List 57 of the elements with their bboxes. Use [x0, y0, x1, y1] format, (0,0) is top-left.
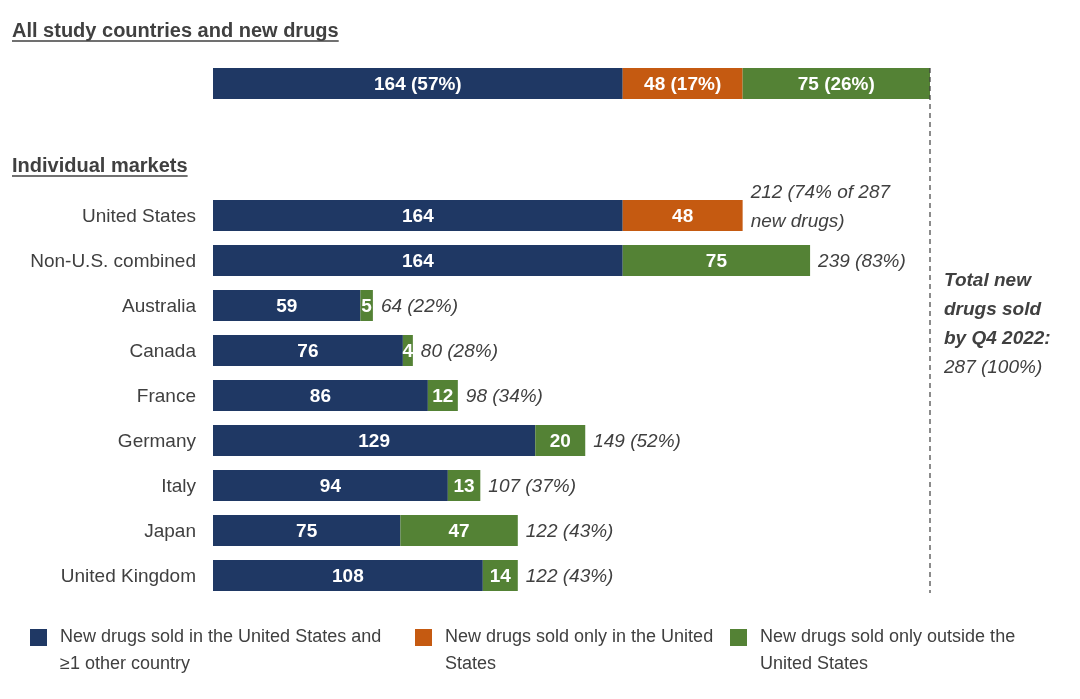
data-label: 20	[549, 430, 571, 452]
y-tick-label: Japan	[144, 520, 196, 542]
y-tick-label: Canada	[129, 340, 197, 362]
chart-title: Individual markets	[12, 154, 188, 176]
data-label: 47	[448, 520, 470, 542]
legend-label: New drugs sold only outside the United States	[760, 626, 1016, 673]
y-tick-label: Germany	[117, 430, 197, 452]
bar	[213, 200, 623, 231]
data-label: 13	[453, 475, 475, 497]
ref-line-label: Total new drugs sold by Q4 2022: 287 (100%)	[943, 269, 1051, 377]
data-label: 4	[402, 340, 414, 362]
data-label: 14	[489, 565, 512, 587]
total-label: 64 (22%)	[380, 295, 458, 317]
total-label: 122 (43%)	[525, 565, 614, 587]
legend-label: New drugs sold only in the United States	[445, 626, 714, 673]
data-label: 94	[319, 475, 342, 497]
bar	[213, 380, 428, 411]
total-label: 98 (34%)	[465, 385, 543, 407]
data-label: 108	[332, 565, 364, 587]
y-tick-label: United States	[81, 205, 196, 227]
total-label: 107 (37%)	[488, 475, 576, 497]
data-label: 48 (17%)	[644, 73, 722, 95]
data-label: 86	[309, 385, 331, 407]
data-label: 75	[705, 250, 728, 272]
bar	[213, 245, 623, 276]
y-tick-label: United Kingdom	[60, 565, 196, 587]
bar	[213, 425, 536, 456]
y-tick-label: Non-U.S. combined	[30, 250, 196, 272]
data-label: 5	[361, 295, 373, 317]
bar	[213, 290, 361, 321]
bar	[213, 335, 403, 366]
legend-label: New drugs sold in the United States and ≥1 other country	[60, 626, 382, 673]
data-label: 75 (26%)	[797, 73, 875, 95]
total-label: 80 (28%)	[420, 340, 498, 362]
bar	[622, 200, 743, 231]
chart-title: All study countries and new drugs	[12, 19, 339, 41]
data-label: 129	[358, 430, 390, 452]
total-label: 212 (74% of 287 new drugs)	[749, 180, 892, 231]
total-label: 122 (43%)	[525, 520, 614, 542]
y-tick-label: France	[136, 385, 196, 407]
bar	[622, 245, 811, 276]
total-label: 239 (83%)	[817, 250, 906, 272]
data-label: 59	[276, 295, 298, 317]
data-label: 164	[402, 205, 435, 227]
data-label: 76	[297, 340, 319, 362]
bar	[213, 470, 448, 501]
data-label: 12	[432, 385, 454, 407]
data-label: 48	[672, 205, 694, 227]
y-tick-label: Australia	[122, 295, 197, 317]
data-label: 164 (57%)	[374, 73, 462, 95]
bar	[400, 515, 518, 546]
y-tick-label: Italy	[161, 475, 197, 497]
bar	[213, 515, 401, 546]
data-label: 164	[402, 250, 435, 272]
bar	[213, 560, 483, 591]
total-label: 149 (52%)	[593, 430, 681, 452]
data-label: 75	[296, 520, 318, 542]
